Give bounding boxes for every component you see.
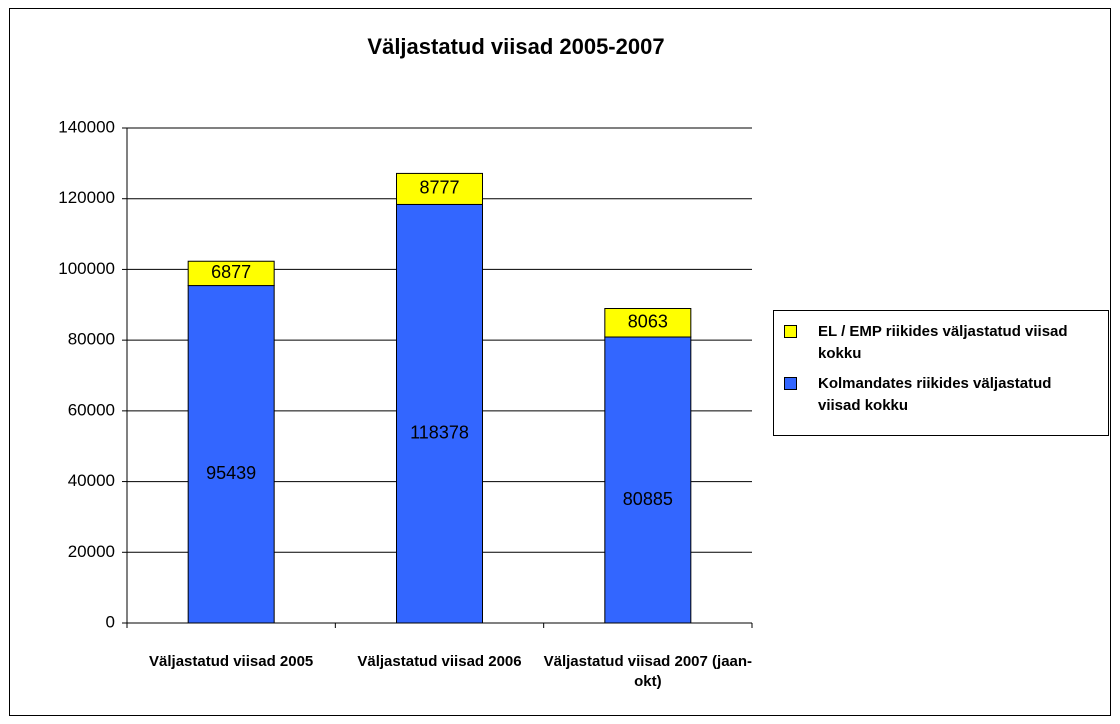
y-tick-label: 80000 <box>68 330 115 349</box>
y-tick-label: 100000 <box>58 259 115 278</box>
bar-segment <box>396 203 483 624</box>
legend-swatch <box>784 325 797 338</box>
x-tick-label: Väljastatud viisad 2006 <box>357 653 522 670</box>
data-label: 118378 <box>410 422 469 442</box>
y-tick-label: 120000 <box>58 188 115 207</box>
x-tick-label: Väljastatud viisad 2005 <box>149 653 314 670</box>
y-tick-label: 20000 <box>68 542 115 561</box>
data-label: 80885 <box>623 489 673 509</box>
x-tick-label: Väljastatud viisad 2007 (jaan-okt) <box>543 653 753 690</box>
bar-segment <box>187 285 275 624</box>
bar-segment <box>396 172 483 205</box>
y-tick-label: 60000 <box>68 400 115 419</box>
frame-border <box>9 8 1111 716</box>
y-tick-label: 0 <box>106 612 115 631</box>
legend-swatch <box>784 377 797 390</box>
bar-segment <box>187 260 275 287</box>
data-label: 95439 <box>206 463 256 483</box>
data-label: 8063 <box>628 312 668 332</box>
bar-segment <box>604 336 692 624</box>
y-tick-label: 40000 <box>68 471 115 490</box>
data-label: 6877 <box>211 262 251 282</box>
chart-title: Väljastatud viisad 2005-2007 <box>367 34 664 59</box>
legend-label: EL / EMP riikides väljastatud viisad kok… <box>818 323 1068 362</box>
bar-segment <box>604 308 692 338</box>
y-tick-label: 140000 <box>58 117 115 136</box>
legend: EL / EMP riikides väljastatud viisad kok… <box>773 310 1109 436</box>
data-label: 8777 <box>419 178 459 198</box>
legend-label: Kolmandates riikides väljastatud viisad … <box>818 375 1052 414</box>
